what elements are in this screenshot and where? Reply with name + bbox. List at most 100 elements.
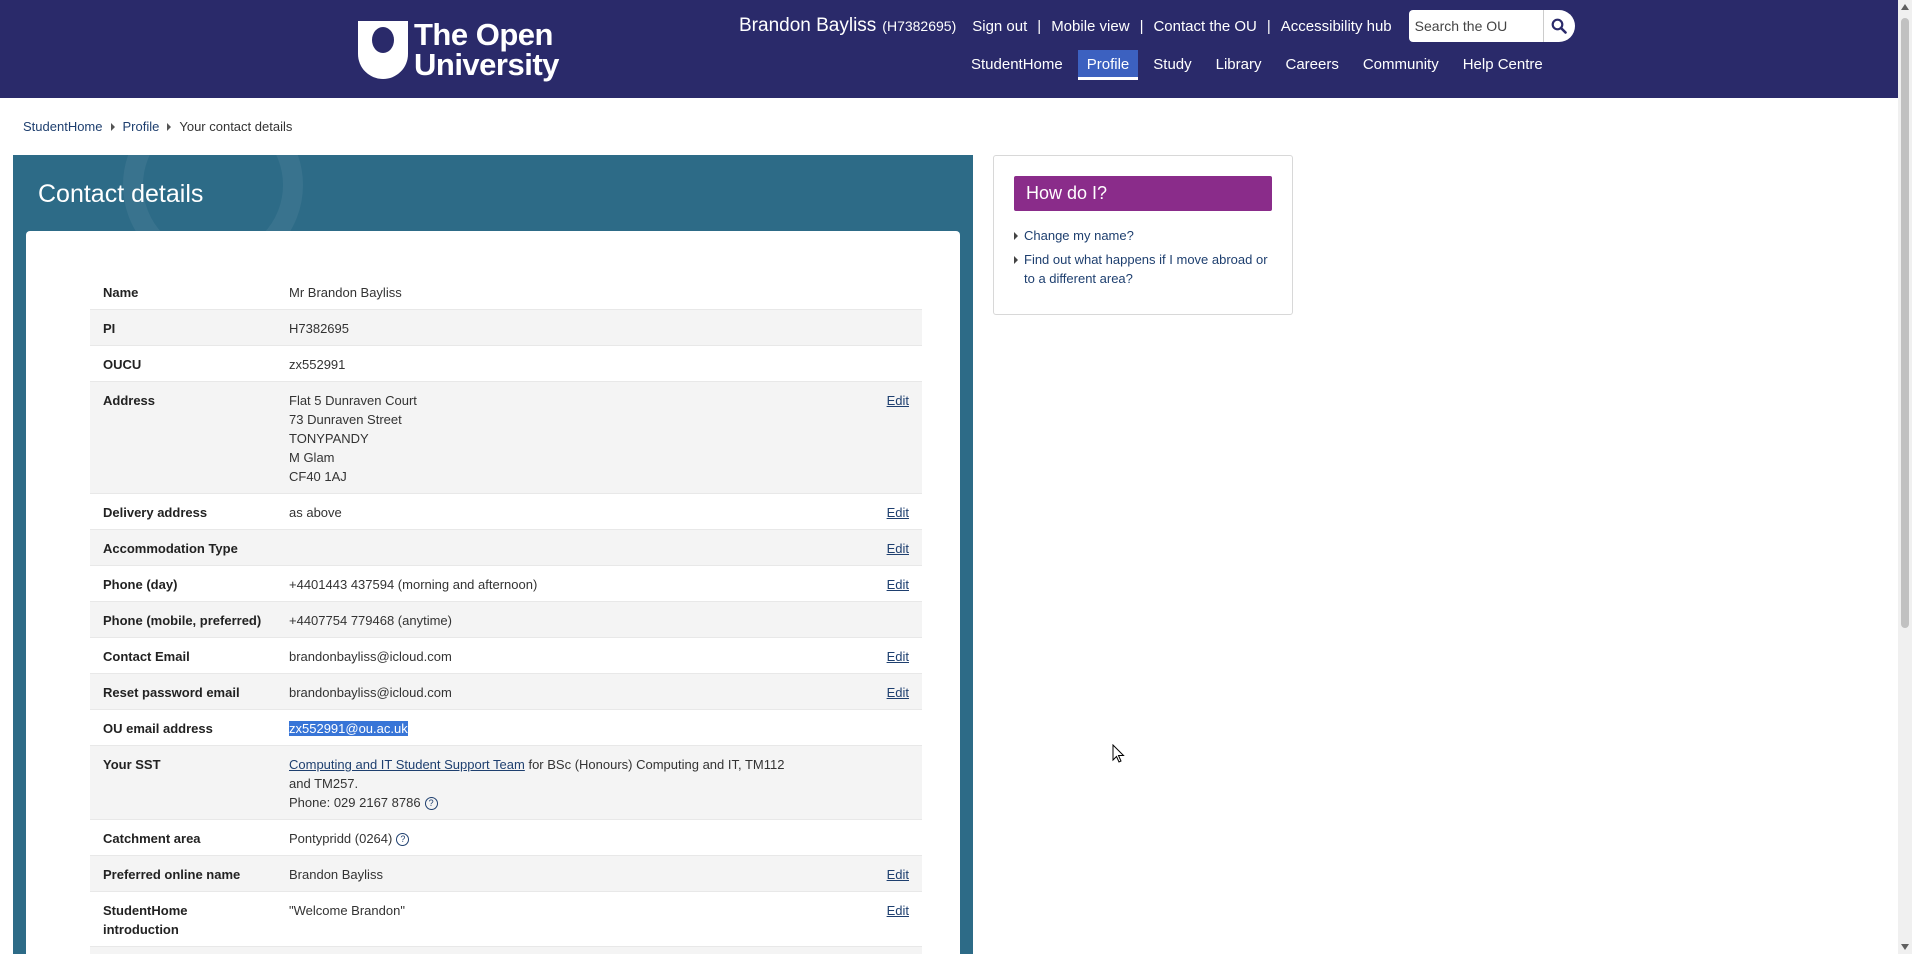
- value-line: 73 Dunraven Street: [289, 412, 402, 427]
- details-row: Name Mr Brandon Bayliss: [90, 274, 922, 310]
- top-links: Brandon Bayliss (H7382695) Sign out | Mo…: [739, 10, 1575, 42]
- value-line: +4407754 779468 (anytime): [289, 613, 452, 628]
- search-input[interactable]: [1408, 10, 1543, 42]
- edit-link[interactable]: Edit: [886, 867, 909, 882]
- page-scrollbar[interactable]: [1898, 0, 1912, 954]
- edit-link[interactable]: Edit: [886, 685, 909, 700]
- nav-community[interactable]: Community: [1362, 56, 1439, 73]
- field-label: Delivery address: [90, 493, 276, 530]
- field-value: Brandon Bayliss: [276, 855, 812, 892]
- field-label: Contact Email: [90, 637, 276, 674]
- details-row: Catchment area Pontypridd (0264)?: [90, 819, 922, 856]
- field-label: Reset password email: [90, 673, 276, 710]
- field-action: [812, 709, 922, 746]
- edit-link[interactable]: Edit: [886, 903, 909, 918]
- scroll-up-arrow-icon[interactable]: [1901, 4, 1909, 10]
- nav-studenthome[interactable]: StudentHome: [971, 56, 1063, 73]
- field-label: Catchment area: [90, 819, 276, 856]
- contact-details-panel: Contact details Name Mr Brandon Bayliss PI…: [13, 155, 973, 954]
- details-row: Reset password email brandonbayliss@iclou…: [90, 673, 922, 710]
- details-row: Address Flat 5 Dunraven Court 73 Dunraven …: [90, 381, 922, 494]
- value-line: CF40 1AJ: [289, 469, 347, 484]
- details-row: Contact Email brandonbayliss@icloud.com Ed…: [90, 637, 922, 674]
- field-action: [812, 819, 922, 856]
- separator: |: [1037, 17, 1042, 35]
- edit-link[interactable]: Edit: [886, 393, 909, 408]
- question-circle-icon[interactable]: ?: [396, 833, 410, 846]
- edit-link[interactable]: Edit: [886, 505, 909, 520]
- mobile-view-link[interactable]: Mobile view: [1051, 17, 1130, 35]
- field-action: [812, 601, 922, 638]
- nav-profile[interactable]: Profile: [1077, 50, 1139, 80]
- field-value: +4401443 437594 (morning and afternoon): [276, 565, 812, 602]
- sst-link[interactable]: Computing and IT Student Support Team: [289, 757, 525, 772]
- scroll-thumb[interactable]: [1901, 18, 1909, 628]
- value-line: "Welcome Brandon": [289, 903, 405, 918]
- field-value: "Welcome Brandon": [276, 891, 812, 947]
- field-action: [812, 274, 922, 310]
- field-action: [812, 745, 922, 820]
- question-circle-icon[interactable]: ?: [424, 797, 438, 810]
- value-line: brandonbayliss@icloud.com: [289, 649, 452, 664]
- breadcrumb-studenthome[interactable]: StudentHome: [23, 119, 103, 134]
- field-value: Mr Brandon Bayliss: [276, 274, 812, 310]
- sign-out-link[interactable]: Sign out: [972, 17, 1028, 35]
- details-card: Name Mr Brandon Bayliss PI H7382695 OUCU zx55…: [26, 231, 960, 954]
- accessibility-hub-link[interactable]: Accessibility hub: [1280, 17, 1392, 35]
- user-id: (H7382695): [882, 18, 957, 34]
- value-line: TONYPANDY: [289, 431, 369, 446]
- breadcrumb-profile[interactable]: Profile: [122, 119, 160, 134]
- field-action: Edit: [812, 855, 922, 892]
- value-line: Flat 5 Dunraven Court: [289, 393, 417, 408]
- field-action: Edit: [812, 493, 922, 530]
- nav-careers[interactable]: Careers: [1285, 56, 1339, 73]
- search-button[interactable]: [1542, 10, 1575, 42]
- value-line: Pontypridd (0264): [289, 831, 393, 846]
- sst-description: for BSc (Honours) Computing and IT, TM11…: [289, 757, 785, 791]
- site-header: The Open University Brandon Bayliss (H73…: [0, 0, 1898, 98]
- field-label: Name: [90, 274, 276, 310]
- field-label: OU email address: [90, 709, 276, 746]
- ou-logo[interactable]: The Open University: [358, 19, 559, 82]
- field-value: brandonbayliss@icloud.com: [276, 637, 812, 674]
- sst-phone: Phone: 029 2167 8786: [289, 795, 421, 810]
- value-line: M Glam: [289, 450, 335, 465]
- edit-link[interactable]: Edit: [886, 541, 909, 556]
- details-row: Your SST Computing and IT Student Support…: [90, 745, 922, 820]
- value-line: H7382695: [289, 321, 349, 336]
- ou-email-selected: zx552991@ou.ac.uk: [289, 721, 408, 736]
- field-action: Edit: [812, 381, 922, 494]
- how-do-i-link-move-abroad[interactable]: Find out what happens if I move abroad o…: [1014, 250, 1274, 288]
- logo-line-2: University: [414, 47, 559, 82]
- field-action: Edit: [812, 529, 922, 566]
- details-row: Delivery address as above Edit: [90, 493, 922, 530]
- details-row: Phone (mobile, preferred) +4407754 779468…: [90, 601, 922, 638]
- field-value: Computing and IT Student Support Team fo…: [276, 745, 812, 820]
- field-action: [812, 345, 922, 382]
- value-line: Brandon Bayliss: [289, 867, 383, 882]
- nav-study[interactable]: Study: [1153, 56, 1192, 73]
- how-do-i-link-change-name[interactable]: Change my name?: [1014, 226, 1274, 245]
- how-do-i-title: How do I?: [1014, 176, 1272, 211]
- edit-link[interactable]: Edit: [886, 649, 909, 664]
- details-row: PI H7382695: [90, 309, 922, 346]
- value-line: zx552991: [289, 357, 346, 372]
- field-value: [276, 946, 812, 954]
- field-label: StudentHome introduction: [90, 891, 276, 947]
- field-label: Your SST: [90, 745, 276, 820]
- search-form: [1408, 10, 1575, 42]
- nav-library[interactable]: Library: [1215, 56, 1262, 73]
- edit-link[interactable]: Edit: [886, 577, 909, 592]
- contact-ou-link[interactable]: Contact the OU: [1153, 17, 1257, 35]
- nav-help-centre[interactable]: Help Centre: [1462, 56, 1543, 73]
- field-value: H7382695: [276, 309, 812, 346]
- field-value: as above: [276, 493, 812, 530]
- field-label: Accommodation Type: [90, 529, 276, 566]
- field-value: +4407754 779468 (anytime): [276, 601, 812, 638]
- scroll-down-arrow-icon[interactable]: [1901, 944, 1909, 950]
- field-action: View / Edit: [812, 946, 922, 954]
- value-line: Mr Brandon Bayliss: [289, 285, 402, 300]
- field-label: Address: [90, 381, 276, 494]
- field-label: OU marketing consent: [90, 946, 276, 954]
- page-title: Contact details: [38, 180, 204, 208]
